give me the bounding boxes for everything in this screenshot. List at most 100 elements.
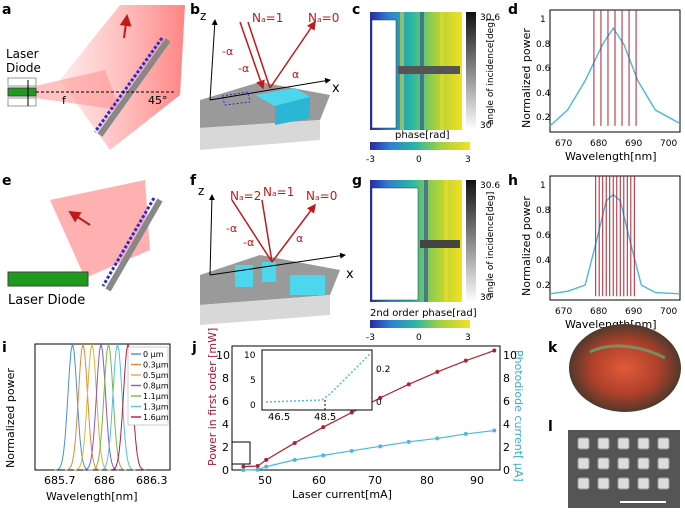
series-point-j [264,464,269,469]
meta-atom-f-1 [235,265,253,287]
sem-pillar [577,477,590,490]
ylabel-h: Normalized power [520,196,533,296]
series-point-j [492,348,497,353]
series-point-j [463,431,468,436]
legend-label-i: 0 μm [143,350,164,359]
neg-alpha-f-1: -α [226,222,237,235]
tick-mid-g: 0 [416,333,422,343]
ytick-d-5: 1 [540,15,546,25]
mirror-substrate-e [105,198,163,292]
xtick-h-1: 670 [555,307,572,317]
inset-ytick-right-j-2: 0.2 [376,365,390,375]
spectrum-line-i [99,343,136,471]
probe-row-g [420,240,460,248]
inset-trace-j [265,353,371,403]
reflection-arrow [119,14,132,39]
source-label-1: Laser [6,47,39,61]
unit-cell-column-g [371,187,419,301]
legend-label-i: 0.3μm [143,361,169,370]
panel-letter-j: j [191,340,197,356]
sem-pillar [657,457,670,470]
xtick-i-3: 686.3 [136,474,168,487]
meta-atom-footprint [221,91,251,106]
angle-label: 45° [148,94,168,107]
panel-letter-l: l [548,419,553,435]
zero-order-ray-f [271,203,316,263]
na0-label: Nₐ=0 [308,11,339,25]
chart-h-marks [549,176,681,297]
legend-i [127,346,169,426]
first-order-ray-f [261,199,273,263]
xtick-h-2: 680 [590,307,607,317]
xtick-h-4: 700 [660,307,677,317]
panel-letter-g: g [352,173,362,189]
incident-ray [239,21,265,90]
ytick-right-j-8: 8 [503,372,510,385]
panel-a: a Laser Diode f 45° [2,2,185,150]
x-label-f: x [346,267,354,282]
source-label-2: Diode [6,61,41,75]
angle-colorbar [466,12,476,130]
sem-pillar [597,477,610,490]
sem-pillar [637,457,650,470]
envelope-line-d [549,27,681,127]
panel-letter-a: a [2,2,11,18]
panel-letter-i: i [2,340,7,356]
series-point-j [378,395,383,400]
panel-c: c 30.6 30 angle of incidence[deg] phase[… [352,2,500,165]
sem-pillar [657,437,670,450]
panel-j: j Power in first order [mW] Photodiode c… [191,328,525,501]
tick-max-g: 3 [465,333,471,343]
second-order-ray [231,199,273,263]
ytick-left-j-0: 0 [222,464,229,477]
series-point-j [255,464,260,469]
x-label: x [332,81,340,96]
panel-b: b z x Nₐ=1 Nₐ=0 -α -α α [190,2,340,150]
diode-fan [35,70,120,110]
xtick-j-3: 70 [368,474,382,487]
series-point-j [321,453,326,458]
zero-order-ray [269,20,316,89]
z-axis [209,19,218,101]
tick-min-g: -3 [366,333,375,343]
laser-beam [60,5,185,150]
inset-ytick-left-j-1: 0 [250,401,256,411]
panel-letter-c: c [352,2,360,18]
sem-pillar [637,437,650,450]
sem-pillar [617,477,630,490]
neg-alpha-1: -α [222,45,233,58]
inset-zoom-box [231,441,251,465]
spectrum-line-i [90,343,127,471]
spectrum-line-i [82,343,120,471]
sem-pillar [657,477,670,490]
neg-alpha-2: -α [238,62,249,75]
series-point-j [321,425,326,430]
xtick-i-2: 686 [94,474,115,487]
phase-colorbar-g [370,320,470,328]
z-label: z [200,9,206,23]
laser-diode-e [7,271,89,287]
series-point-j [241,468,246,472]
ytick-left-j-8: 8 [222,372,229,385]
panel-letter-b: b [190,2,200,18]
ytick-h-5: 1 [540,181,546,191]
series-point-j [349,448,354,453]
inset-xtick-j-2: 48.5 [314,412,336,423]
diode-ghost-bottom [7,97,37,107]
sem-pillars [577,437,670,490]
reflection-arrow-e [68,210,91,226]
x-axis-f [209,252,346,276]
x-axis [209,77,331,101]
inset-frame-j [261,349,373,411]
alpha-1: α [292,68,299,81]
xlabel-j: Laser current[mA] [292,488,392,501]
xtick-i-1: 685.7 [44,474,76,487]
ylabel-d: Normalized power [520,28,533,128]
series-point-j [435,436,440,441]
inset-ytick-left-j-3: 10 [244,351,256,361]
ytick-h-3: 0.6 [536,231,551,241]
tick-min: -3 [366,155,375,165]
substrate-side [200,120,320,150]
focal-label: f [62,94,67,107]
sem-pillar [597,457,610,470]
